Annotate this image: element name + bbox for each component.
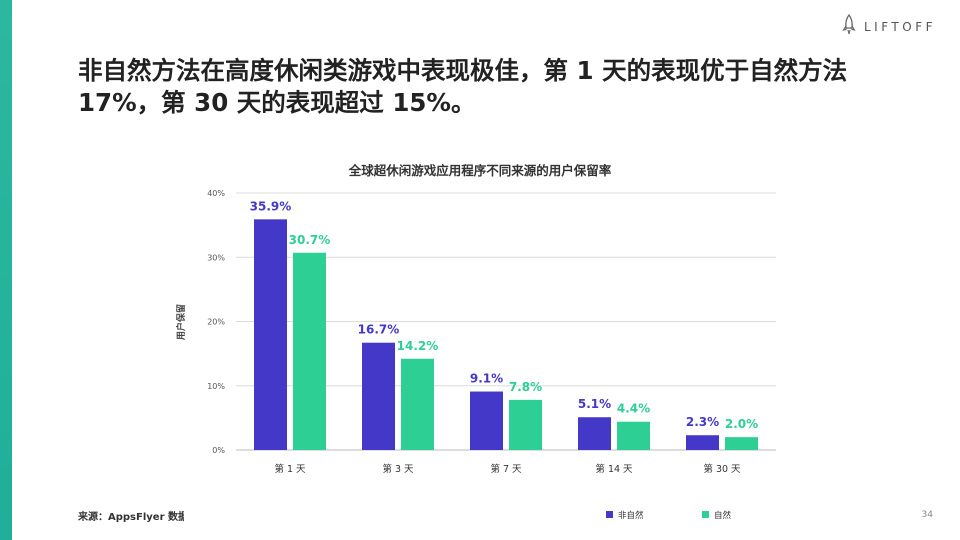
bar-non-organic xyxy=(470,391,503,450)
y-tick-label: 30% xyxy=(207,253,225,262)
data-label: 4.4% xyxy=(617,402,650,416)
x-tick-label: 第 7 天 xyxy=(490,463,522,475)
data-label: 16.7% xyxy=(358,323,400,337)
data-label: 14.2% xyxy=(397,339,439,353)
rocket-icon xyxy=(842,13,856,40)
page-number: 34 xyxy=(921,510,933,520)
data-label: 2.0% xyxy=(725,417,758,431)
data-label: 9.1% xyxy=(470,372,503,386)
legend-label: 非自然 xyxy=(618,510,644,521)
x-tick-label: 第 14 天 xyxy=(595,463,633,475)
x-tick-label: 第 3 天 xyxy=(382,463,414,475)
legend-swatch xyxy=(606,511,613,518)
y-tick-label: 40% xyxy=(207,189,225,198)
y-tick-label: 10% xyxy=(207,382,225,391)
bar-organic xyxy=(401,358,434,450)
bar-organic xyxy=(725,437,758,450)
source-note: 来源：AppsFlyer 数据 xyxy=(78,512,184,523)
x-tick-label: 第 1 天 xyxy=(274,463,306,475)
data-label: 7.8% xyxy=(509,380,542,394)
bar-organic xyxy=(509,399,542,450)
legend-swatch xyxy=(702,511,709,518)
slide-headline: 非自然方法在高度休闲类游戏中表现极佳，第 1 天的表现优于自然方法 17%，第 … xyxy=(78,56,848,117)
legend-label: 自然 xyxy=(714,510,732,521)
bar-non-organic xyxy=(578,417,611,450)
chart-title: 全球超休闲游戏应用程序不同来源的用户保留率 xyxy=(348,163,612,178)
brand-name: LIFTOFF xyxy=(864,20,936,34)
bar-non-organic xyxy=(254,219,287,450)
data-label: 30.7% xyxy=(289,233,331,247)
y-tick-label: 0% xyxy=(212,446,225,455)
bar-organic xyxy=(617,421,650,450)
data-label: 35.9% xyxy=(250,199,292,213)
x-tick-label: 第 30 天 xyxy=(703,463,741,475)
bar-non-organic xyxy=(362,342,395,450)
data-label: 2.3% xyxy=(686,415,719,429)
bar-organic xyxy=(293,252,326,450)
y-axis-label: 用户保留 xyxy=(175,304,187,341)
data-label: 5.1% xyxy=(578,397,611,411)
y-tick-label: 20% xyxy=(207,318,225,327)
accent-side-bar xyxy=(0,0,12,540)
brand-logo: LIFTOFF xyxy=(842,13,936,40)
bar-non-organic xyxy=(686,435,719,450)
